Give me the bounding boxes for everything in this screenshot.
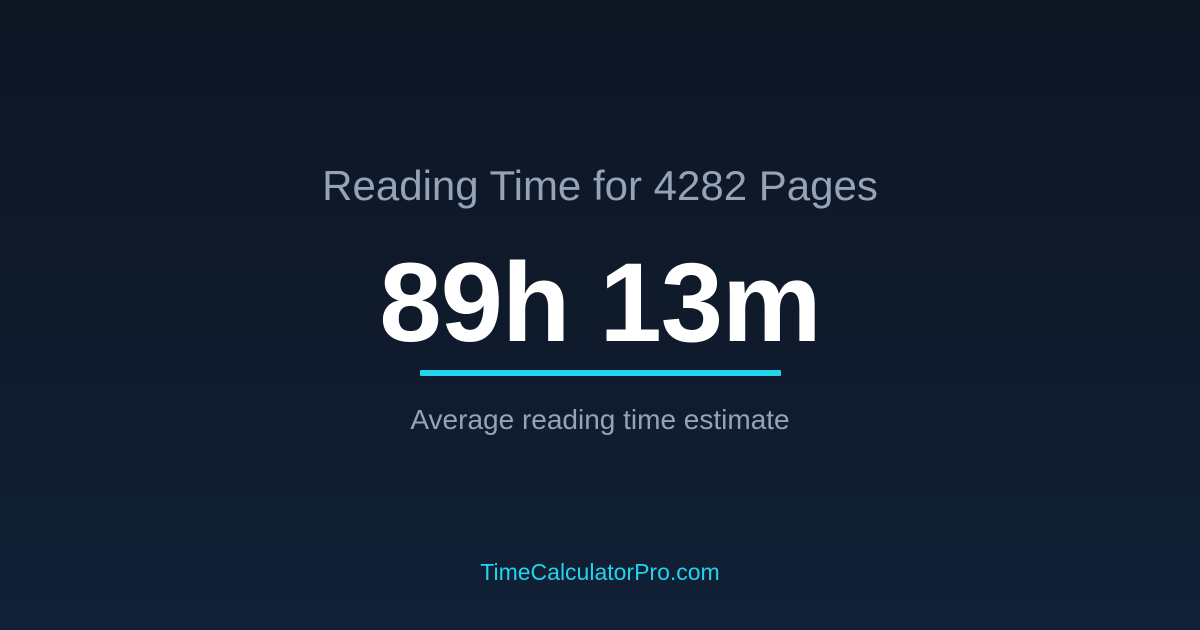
accent-underline bbox=[420, 370, 781, 376]
page-title: Reading Time for 4282 Pages bbox=[322, 162, 878, 209]
subtitle: Average reading time estimate bbox=[410, 404, 790, 435]
site-link[interactable]: TimeCalculatorPro.com bbox=[480, 559, 720, 585]
reading-time-value: 89h 13m bbox=[379, 240, 821, 365]
